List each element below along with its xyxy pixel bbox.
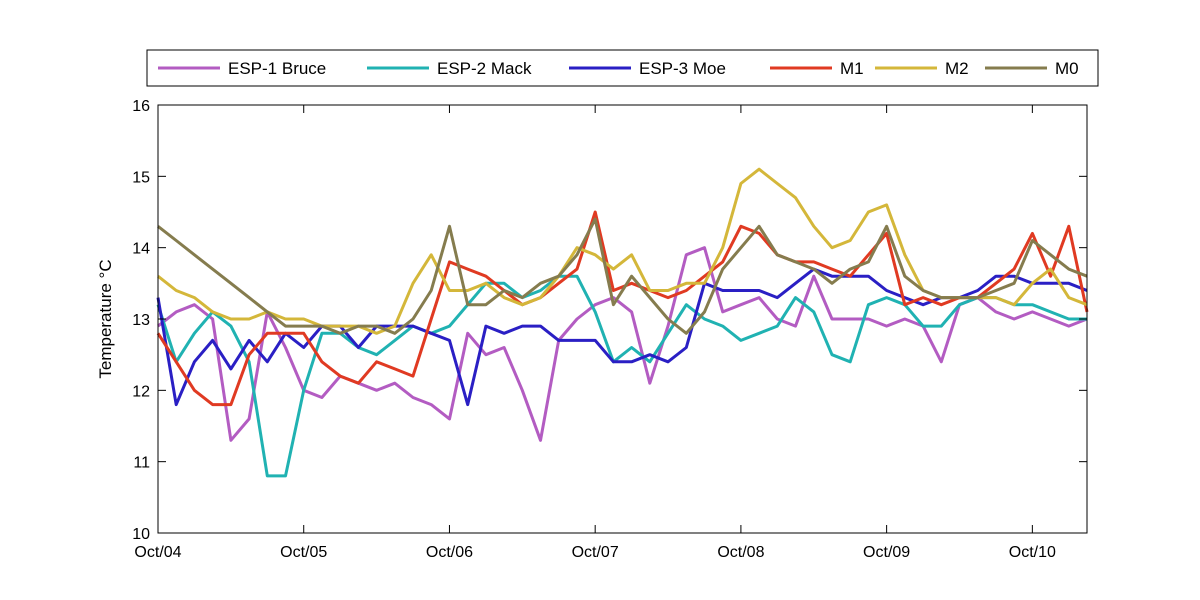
series-line-4 — [156, 210, 1089, 407]
y-tick-label: 11 — [133, 455, 150, 472]
legend-label-1: ESP-1 Bruce — [228, 59, 326, 78]
series-line-2 — [156, 274, 1087, 478]
series-line-6 — [157, 217, 1088, 335]
x-tick-label: Oct/04 — [134, 544, 181, 561]
ticks-layer: Oct/04 Oct/05 Oct/06 Oct/07 Oct/08 Oct/09 Oct/… — [132, 98, 1087, 561]
legend-label-2: ESP-2 Mack — [437, 59, 532, 78]
y-axis-label: Temperature °C — [96, 259, 115, 378]
y-tick-label: 12 — [132, 383, 150, 400]
y-tick-label: 13 — [132, 312, 150, 329]
x-tick-label: Oct/07 — [572, 544, 619, 561]
x-tick-label: Oct/09 — [863, 544, 910, 561]
legend-label-3: ESP-3 Moe — [639, 59, 726, 78]
x-tick-label: Oct/10 — [1009, 544, 1056, 561]
series-layer — [156, 167, 1089, 478]
legend: ESP-1 Bruce ESP-2 Mack ESP-3 Moe M1 M2 M0 — [146, 49, 1099, 87]
y-tick-label: 16 — [132, 98, 150, 115]
series-line-1 — [157, 246, 1088, 442]
plot-background — [158, 105, 1087, 533]
legend-label-5: M2 — [945, 59, 969, 78]
y-tick-label: 10 — [132, 526, 150, 543]
y-tick-label: 15 — [132, 169, 150, 186]
x-tick-label: Oct/05 — [280, 544, 327, 561]
legend-label-4: M1 — [840, 59, 864, 78]
x-tick-label: Oct/08 — [717, 544, 764, 561]
x-tick-label: Oct/06 — [426, 544, 473, 561]
y-tick-label: 14 — [132, 241, 150, 258]
legend-label-6: M0 — [1055, 59, 1079, 78]
